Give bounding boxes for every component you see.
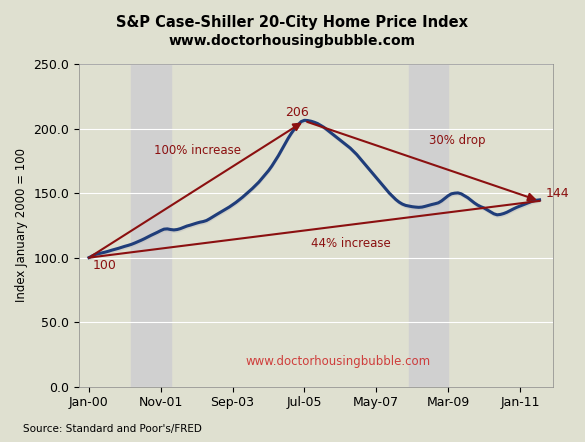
Y-axis label: Index January 2000 = 100: Index January 2000 = 100 — [15, 149, 28, 302]
Text: S&P Case-Shiller 20-City Home Price Index: S&P Case-Shiller 20-City Home Price Inde… — [116, 15, 469, 30]
Text: Source: Standard and Poor's/FRED: Source: Standard and Poor's/FRED — [23, 424, 202, 434]
Text: 206: 206 — [285, 106, 309, 119]
Text: 100% increase: 100% increase — [154, 145, 241, 157]
Text: www.doctorhousingbubble.com: www.doctorhousingbubble.com — [246, 354, 431, 368]
Text: www.doctorhousingbubble.com: www.doctorhousingbubble.com — [169, 34, 416, 49]
Bar — [132, 64, 171, 387]
Bar — [409, 64, 448, 387]
Text: 30% drop: 30% drop — [429, 134, 485, 147]
Text: 44% increase: 44% increase — [311, 237, 391, 250]
Text: 100: 100 — [92, 259, 116, 272]
Text: 144: 144 — [546, 187, 570, 200]
